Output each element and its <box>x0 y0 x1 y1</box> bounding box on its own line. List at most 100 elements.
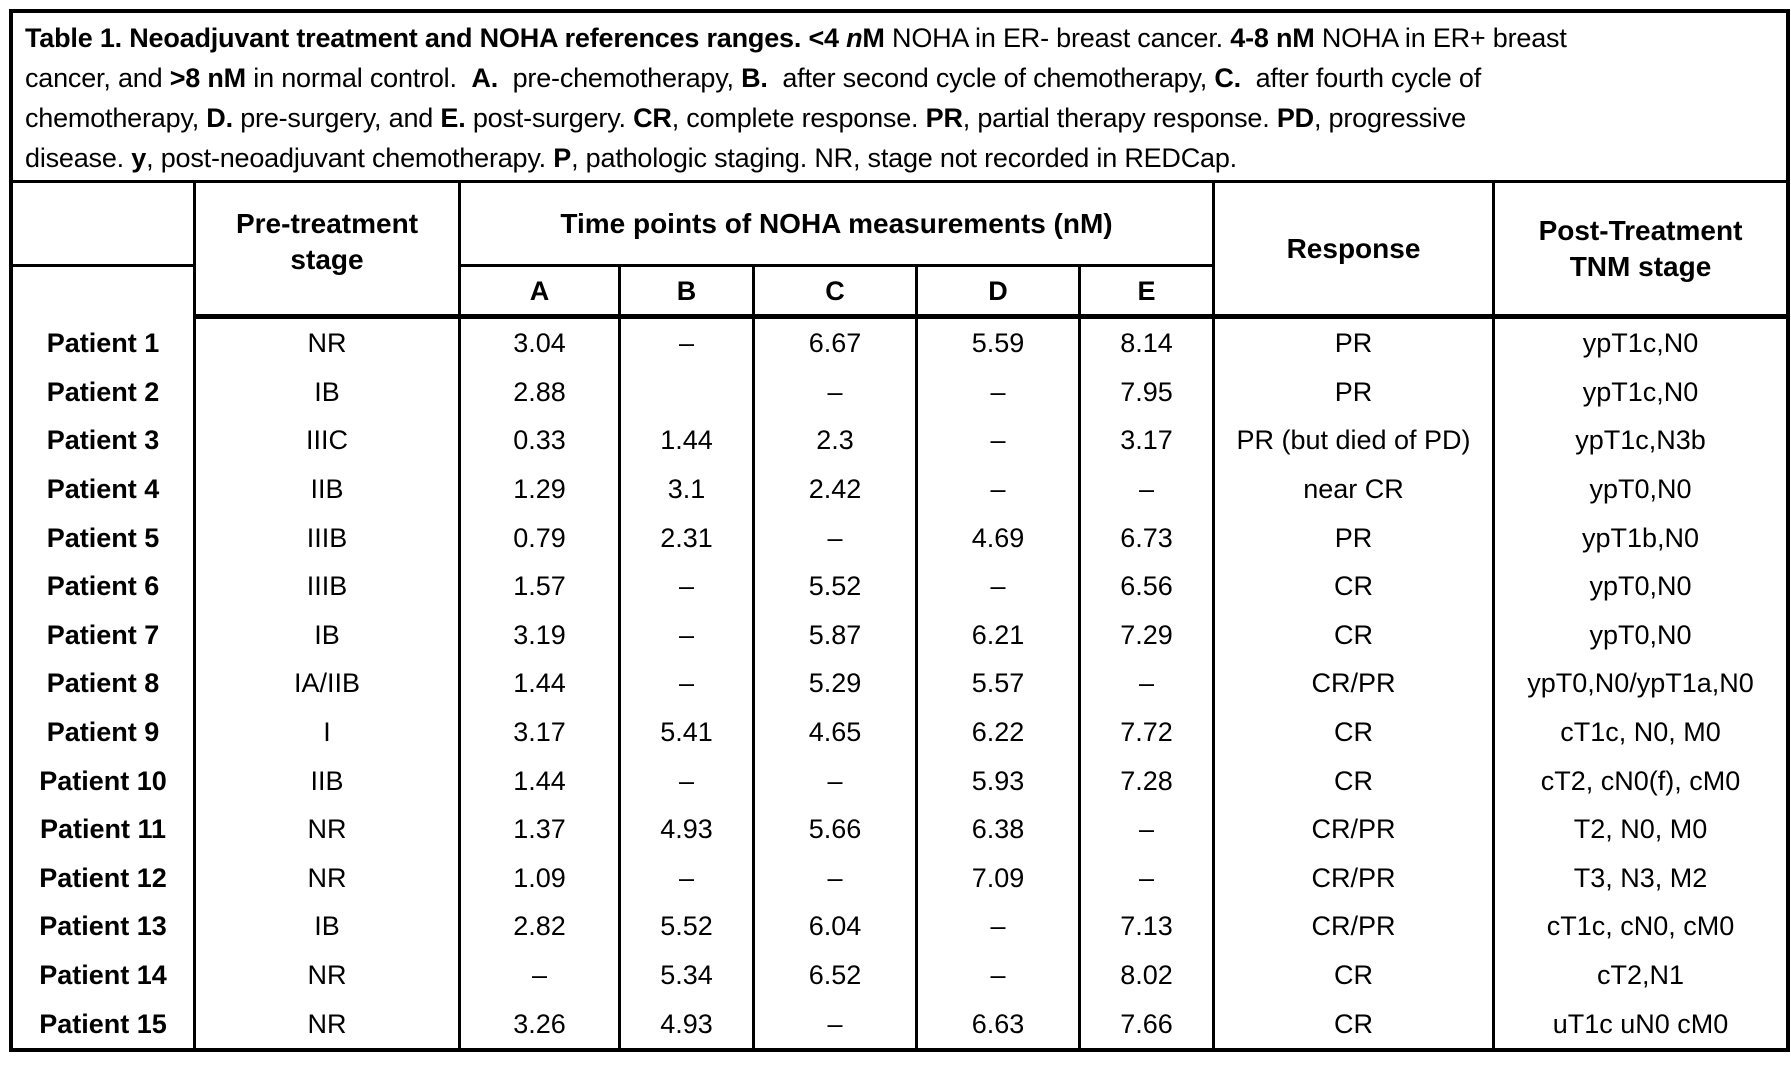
response-cell: near CR <box>1215 464 1495 514</box>
patient-label: Patient 13 <box>13 902 196 951</box>
patient-label: Patient 1 <box>13 319 196 368</box>
patient-label: Patient 2 <box>13 367 196 417</box>
noha-b-cell: – <box>621 319 755 368</box>
caption-segment: , complete response. <box>671 103 926 133</box>
subheader-b: B <box>621 267 755 319</box>
noha-e-cell: – <box>1081 804 1215 854</box>
noha-d-cell: – <box>918 561 1081 611</box>
table1-frame: Table 1. Neoadjuvant treatment and NOHA … <box>9 9 1790 1052</box>
caption-segment: P <box>553 143 572 173</box>
pretreatment-stage-cell: I <box>196 707 461 757</box>
noha-e-cell: 8.14 <box>1081 319 1215 368</box>
caption-line: Table 1. Neoadjuvant treatment and NOHA … <box>25 18 1774 58</box>
noha-b-cell: 4.93 <box>621 804 755 854</box>
noha-c-cell: 2.3 <box>755 416 918 465</box>
caption-segment: <4 <box>808 23 847 53</box>
caption-segment: after fourth cycle of <box>1240 63 1482 93</box>
noha-a-cell: 1.29 <box>461 464 621 514</box>
noha-b-cell: 2.31 <box>621 513 755 562</box>
caption-segment: C. <box>1214 63 1241 93</box>
noha-a-cell: 2.82 <box>461 902 621 951</box>
pretreatment-stage-cell: IIIB <box>196 513 461 562</box>
caption-segment: 4-8 nM <box>1230 23 1315 53</box>
tnm-stage-cell: ypT0,N0/ypT1a,N0 <box>1527 668 1754 699</box>
caption-segment: NR, stage not recorded in REDCap. <box>814 143 1237 173</box>
noha-e-cell: – <box>1081 659 1215 708</box>
noha-d-cell: – <box>918 464 1081 514</box>
patient-label: Patient 10 <box>13 756 196 805</box>
caption-segment: NOHA in ER- breast cancer. <box>884 23 1231 53</box>
pretreatment-stage-cell: NR <box>196 999 461 1048</box>
noha-d-cell: 5.93 <box>918 756 1081 805</box>
subheader-c: C <box>755 267 918 319</box>
noha-b-cell: 3.1 <box>621 464 755 514</box>
patient-label: Patient 15 <box>13 999 196 1048</box>
response-cell: CR/PR <box>1215 659 1495 708</box>
noha-d-cell: 6.22 <box>918 707 1081 757</box>
patient-label: Patient 9 <box>13 707 196 757</box>
subheader-a: A <box>461 267 621 319</box>
noha-b-cell: – <box>621 561 755 611</box>
noha-e-cell: 7.28 <box>1081 756 1215 805</box>
patient-label: Patient 11 <box>13 804 196 854</box>
response-cell: CR <box>1215 610 1495 660</box>
response-cell: PR (but died of PD) <box>1215 416 1495 465</box>
response-cell: PR <box>1215 513 1495 562</box>
caption-line: disease. y, post-neoadjuvant chemotherap… <box>25 138 1774 178</box>
noha-b-cell: – <box>621 610 755 660</box>
noha-c-cell: 5.52 <box>755 561 918 611</box>
patient-label: Patient 4 <box>13 464 196 514</box>
response-cell: CR/PR <box>1215 902 1495 951</box>
subheader-filler-cell <box>13 267 196 319</box>
noha-c-cell: – <box>755 513 918 562</box>
table-caption: Table 1. Neoadjuvant treatment and NOHA … <box>13 13 1786 183</box>
caption-segment: , progressive <box>1313 103 1466 133</box>
caption-line: cancer, and >8 nM in normal control. A. … <box>25 58 1774 98</box>
noha-a-cell: 1.37 <box>461 804 621 854</box>
caption-segment: NOHA in ER+ breast <box>1314 23 1567 53</box>
noha-b-cell: 5.52 <box>621 902 755 951</box>
caption-segment: , pathologic staging. <box>571 143 815 173</box>
caption-segment: disease. <box>25 143 132 173</box>
patient-label: Patient 6 <box>13 561 196 611</box>
tnm-stage-cell: cT1c, cN0, cM0 <box>1546 911 1735 942</box>
noha-a-cell: 1.57 <box>461 561 621 611</box>
caption-segment: CR <box>633 103 672 133</box>
timepoints-header: Time points of NOHA measurements (nM) <box>461 183 1215 267</box>
table-grid: Pre-treatment stage Time points of NOHA … <box>13 183 1786 1048</box>
pretreatment-stage-cell: IIIC <box>196 416 461 465</box>
noha-c-cell: 6.52 <box>755 950 918 1000</box>
response-cell: PR <box>1215 319 1495 368</box>
caption-segment: >8 nM <box>169 63 246 93</box>
response-cell: CR/PR <box>1215 804 1495 854</box>
noha-e-cell: 7.13 <box>1081 902 1215 951</box>
caption-segment: PD <box>1276 103 1314 133</box>
noha-a-cell: 3.04 <box>461 319 621 368</box>
noha-a-cell: 0.33 <box>461 416 621 465</box>
patient-label: Patient 3 <box>13 416 196 465</box>
noha-e-cell: 7.95 <box>1081 367 1215 417</box>
noha-d-cell: 4.69 <box>918 513 1081 562</box>
pretreatment-stage-cell: IIB <box>196 464 461 514</box>
tnm-stage-cell: ypT1c,N0 <box>1582 376 1699 407</box>
caption-segment: pre-surgery, and <box>232 103 441 133</box>
response-cell: CR <box>1215 950 1495 1000</box>
noha-b-cell: – <box>621 853 755 903</box>
noha-b-cell: 5.41 <box>621 707 755 757</box>
noha-a-cell: 3.26 <box>461 999 621 1048</box>
noha-e-cell: 6.73 <box>1081 513 1215 562</box>
corner-cell <box>13 183 196 267</box>
pretreatment-stage-cell: IIIB <box>196 561 461 611</box>
response-cell: PR <box>1215 367 1495 417</box>
pretreatment-stage-cell: NR <box>196 853 461 903</box>
tnm-stage-cell: ypT1c,N0 <box>1582 328 1699 359</box>
noha-a-cell: 3.19 <box>461 610 621 660</box>
tnm-stage-cell: cT2, cN0(f), cM0 <box>1540 765 1741 796</box>
noha-d-cell: – <box>918 950 1081 1000</box>
post-treatment-tnm-header: Post-Treatment TNM stage <box>1495 183 1786 319</box>
noha-b-cell: 1.44 <box>621 416 755 465</box>
noha-d-cell: 7.09 <box>918 853 1081 903</box>
caption-segment: chemotherapy, <box>25 103 207 133</box>
noha-a-cell: 0.79 <box>461 513 621 562</box>
